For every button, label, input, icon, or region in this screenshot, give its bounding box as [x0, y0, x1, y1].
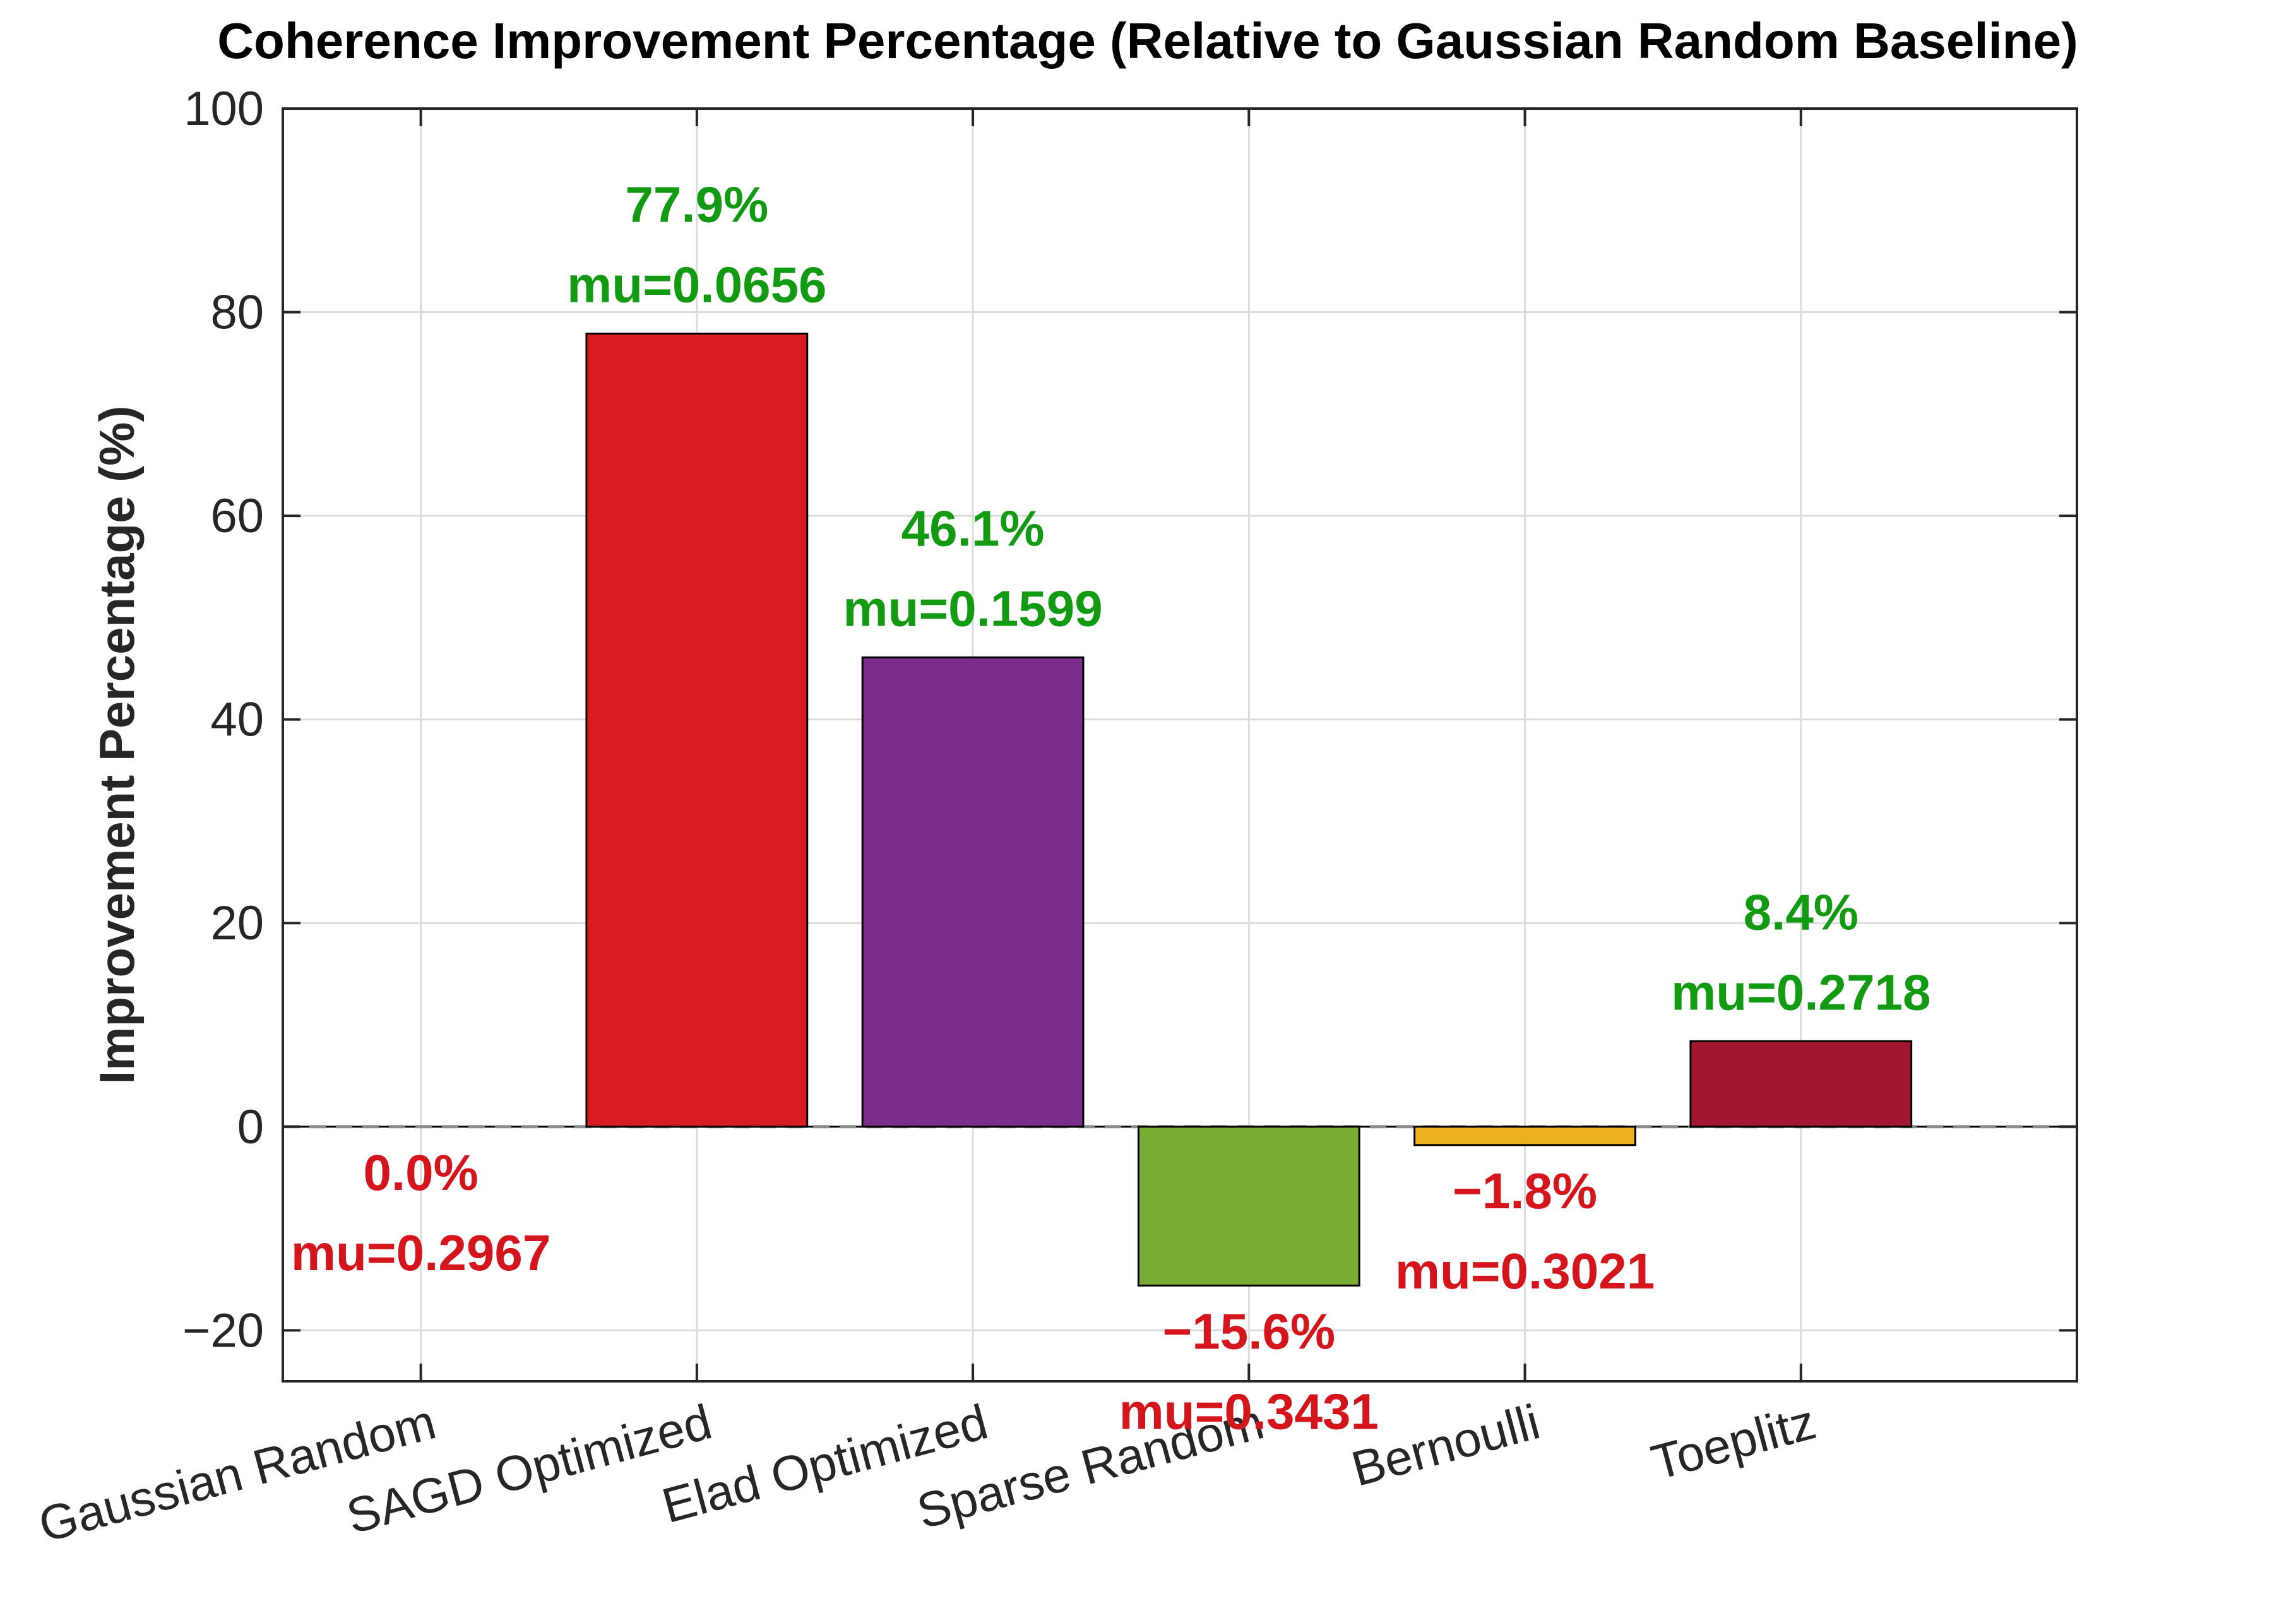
bar-mu-label: mu=0.3431 — [1119, 1383, 1379, 1439]
y-tick-label: 60 — [210, 489, 264, 543]
bar-percent-label: 8.4% — [1744, 884, 1859, 940]
y-tick-label: 80 — [210, 286, 264, 340]
axis-ticks — [283, 107, 2077, 1381]
bar-mu-label: mu=0.0656 — [567, 256, 826, 312]
bar-elad-optimized — [861, 656, 1085, 1128]
y-tick-label: 40 — [210, 693, 264, 747]
bar-mu-label: mu=0.2718 — [1671, 964, 1930, 1020]
y-tick-label: −20 — [182, 1304, 264, 1357]
bar-percent-label: 46.1% — [901, 500, 1045, 556]
y-tick-label: 20 — [210, 896, 264, 950]
bar-percent-label: −15.6% — [1163, 1303, 1336, 1359]
bar-sagd-optimized — [585, 332, 809, 1128]
bar-bernoulli — [1413, 1126, 1636, 1146]
y-tick-label: 0 — [237, 1100, 264, 1154]
x-tick-label: Toeplitz — [1646, 1393, 1821, 1490]
bar-toeplitz — [1689, 1040, 1913, 1128]
bar-sparse-random — [1137, 1126, 1360, 1287]
bar-percent-label: 0.0% — [363, 1145, 478, 1201]
y-tick-labels: −20 0 20 40 60 80 100 — [182, 82, 264, 1357]
bar-percent-label: 77.9% — [625, 176, 768, 232]
bar-mu-label: mu=0.2967 — [291, 1225, 550, 1281]
bar-mu-label: mu=0.3021 — [1395, 1243, 1655, 1299]
bar-mu-label: mu=0.1599 — [843, 580, 1102, 636]
y-tick-label: 100 — [184, 82, 264, 136]
y-axis-label: Improvement Percentage (%) — [89, 406, 145, 1085]
bars — [585, 332, 1913, 1287]
plot-frame — [282, 107, 2078, 1383]
chart-title: Coherence Improvement Percentage (Relati… — [217, 13, 2078, 69]
bar-percent-label: −1.8% — [1453, 1163, 1597, 1219]
bar-value-labels: 0.0% mu=0.2967 77.9% mu=0.0656 46.1% mu=0.159… — [291, 176, 1931, 1439]
